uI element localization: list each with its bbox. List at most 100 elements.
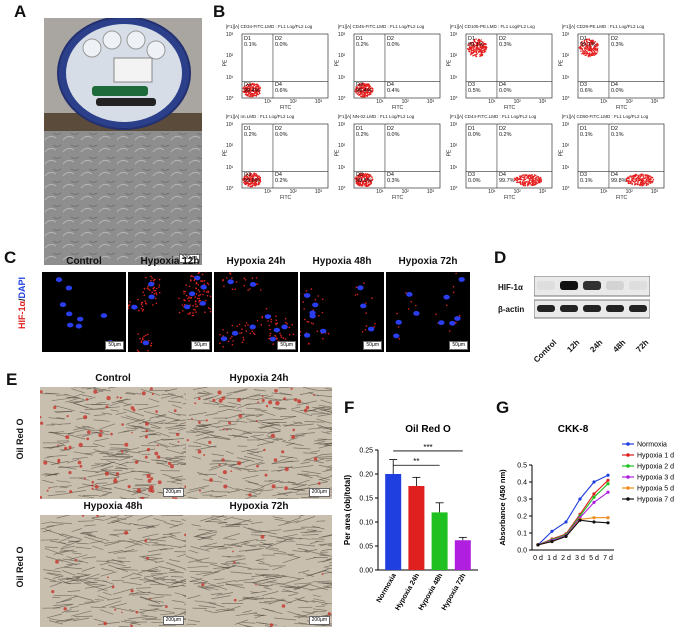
- flow-quadrant-value: 0.2%: [356, 42, 369, 48]
- flow-quadrant-d4: D4 0.0%: [499, 82, 512, 94]
- flow-xtick: 10²: [625, 189, 633, 195]
- flow-ytick: 10²: [338, 143, 346, 150]
- flow-quadrant-d4: D4 0.6%: [275, 82, 288, 94]
- line-ytick: 0.4: [517, 480, 527, 487]
- wb-band-actin: [560, 305, 578, 312]
- flow-ytick: 10²: [450, 53, 458, 60]
- flow-quadrant-name: D2: [498, 126, 506, 132]
- if-scale-bar: 50μm: [191, 341, 210, 350]
- flow-quadrant-d3: D3 0.5%: [468, 82, 481, 94]
- flow-xtick: 10³: [650, 99, 659, 105]
- flow-axis-x: FITC: [504, 195, 516, 201]
- flow-events: [578, 38, 599, 58]
- flow-quadrant-d1: D1 99.1%: [580, 36, 596, 48]
- line-series: [537, 491, 609, 546]
- wb-membrane: [534, 276, 650, 319]
- line-xtick: 0 d: [533, 555, 543, 562]
- line-point: [550, 529, 554, 533]
- oil-red-photo: 200μm: [40, 515, 186, 627]
- flow-quadrant-name: D1: [580, 126, 588, 132]
- bar: [431, 512, 448, 570]
- flow-ytick: 10³: [226, 32, 234, 38]
- if-title: Hypoxia 72h: [398, 256, 458, 267]
- ckk8-line-chart: CKK-8 0.0 0.1 0.2 0.3 0.4 0.5 0 d 1 d 2 d 3 d 5 d 7 …: [498, 424, 674, 562]
- flow-ytick: 10°: [450, 96, 458, 102]
- if-ylabel-dapi: DAPI: [17, 276, 27, 299]
- flow-ytick: 10°: [338, 186, 346, 192]
- line-xtick: 2 d: [561, 555, 571, 562]
- flow-axis-y: PE: [446, 149, 453, 157]
- flow-quadrant-d3: D3 0.1%: [580, 172, 593, 184]
- flow-quadrant-name: D1: [244, 126, 252, 132]
- flow-ytick: 10°: [226, 96, 234, 102]
- flow-xtick: 10³: [538, 189, 547, 195]
- flow-ytick: 10¹: [450, 164, 458, 171]
- flow-quadrant-d4: D4 99.8%: [611, 172, 627, 184]
- if-ylabel: HIF-1α/DAPI: [17, 273, 27, 333]
- flow-ytick: 10¹: [450, 74, 458, 81]
- flow-quadrant-value: 0.2%: [244, 132, 257, 138]
- bar-category: Hypoxia 72h: [441, 573, 468, 612]
- flow-ytick: 10³: [450, 122, 458, 128]
- flow-quadrant-name: D3: [356, 82, 364, 89]
- wb-band-hif: [537, 281, 555, 290]
- flow-quadrant-value: 0.2%: [274, 178, 288, 185]
- oil-red-bar-chart: Oil Red O 0.00 0.05 0.10 0.15 0.20 0.25 Per are…: [343, 424, 478, 612]
- bar-ytick: 0.20: [359, 472, 373, 479]
- panel-label-d: D: [494, 248, 507, 267]
- line-ytick: 0.2: [517, 514, 527, 521]
- flow-quadrant-d4: D4 0.3%: [387, 172, 400, 184]
- line-ytick: 0.1: [517, 531, 527, 538]
- oil-title: Hypoxia 48h: [83, 501, 143, 512]
- bar-ytick: 0.05: [359, 544, 373, 551]
- flow-ytick: 10²: [562, 53, 570, 60]
- flow-plot: [F1][A] CD34-FITC.LMD : FL1 Log/FL2 Log 1…: [222, 24, 332, 111]
- line-point: [606, 473, 610, 477]
- flow-events: [242, 172, 262, 188]
- flow-xtick: 10²: [513, 99, 521, 105]
- line-point: [536, 543, 540, 547]
- flow-quadrant-name: D3: [244, 172, 252, 179]
- flow-quadrant-d4: D4 0.0%: [611, 82, 624, 94]
- flow-ytick: 10°: [338, 96, 346, 102]
- flow-quadrant-value: 0.0%: [274, 132, 288, 138]
- flow-quadrant-value: 0.4%: [386, 88, 400, 95]
- flow-quadrant-value: 0.1%: [580, 132, 593, 138]
- flow-axis-x: FITC: [504, 105, 516, 111]
- flow-quadrant-value: 0.6%: [274, 88, 288, 95]
- line-xtick: 3 d: [575, 555, 585, 562]
- flow-plot-title: [F1][A] NN-02.LMD : FL1 Log/FL2 Log: [338, 114, 415, 119]
- oil-title: Control: [95, 373, 131, 384]
- flow-xtick: 10³: [314, 189, 323, 195]
- flow-quadrant-value: 0.0%: [498, 88, 512, 95]
- legend-label: Normoxia: [637, 442, 667, 449]
- line-point: [606, 482, 610, 486]
- line-point: [592, 500, 596, 504]
- bar-ytick: 0.25: [359, 448, 373, 455]
- flow-quadrant-value: 99.5%: [356, 178, 372, 185]
- flow-ytick: 10³: [338, 32, 346, 38]
- flow-quadrant-d4: D4 99.7%: [499, 172, 515, 184]
- flow-quadrant-name: D1: [468, 126, 476, 132]
- wb-band-actin: [537, 305, 555, 312]
- flow-plot-frame: [241, 123, 329, 189]
- line-point: [606, 490, 610, 494]
- flow-xtick: 10³: [314, 99, 323, 105]
- wb-row-actin: β-actin: [498, 305, 525, 314]
- flow-quadrant-name: D3: [580, 172, 588, 179]
- flow-ytick: 10²: [226, 143, 234, 150]
- flow-quadrant-value: 0.0%: [468, 178, 481, 185]
- flow-quadrant-d3: D3 99.4%: [244, 82, 260, 94]
- line-point: [592, 492, 596, 496]
- flow-quadrant-name: D2: [386, 126, 394, 132]
- oil-red-photo: 200μm: [40, 387, 186, 499]
- if-scale-bar: 50μm: [449, 341, 468, 350]
- flow-xtick: 10¹: [376, 99, 384, 105]
- bar-category: Hypoxia 48h: [418, 573, 445, 612]
- flow-quadrant-value: 99.1%: [468, 42, 484, 48]
- wb-band-actin: [629, 305, 647, 312]
- flow-ytick: 10³: [562, 122, 570, 128]
- flow-events: [354, 172, 374, 187]
- flow-quadrant-name: D4: [610, 172, 618, 179]
- if-ylabel-hif: HIF-1α: [17, 301, 27, 330]
